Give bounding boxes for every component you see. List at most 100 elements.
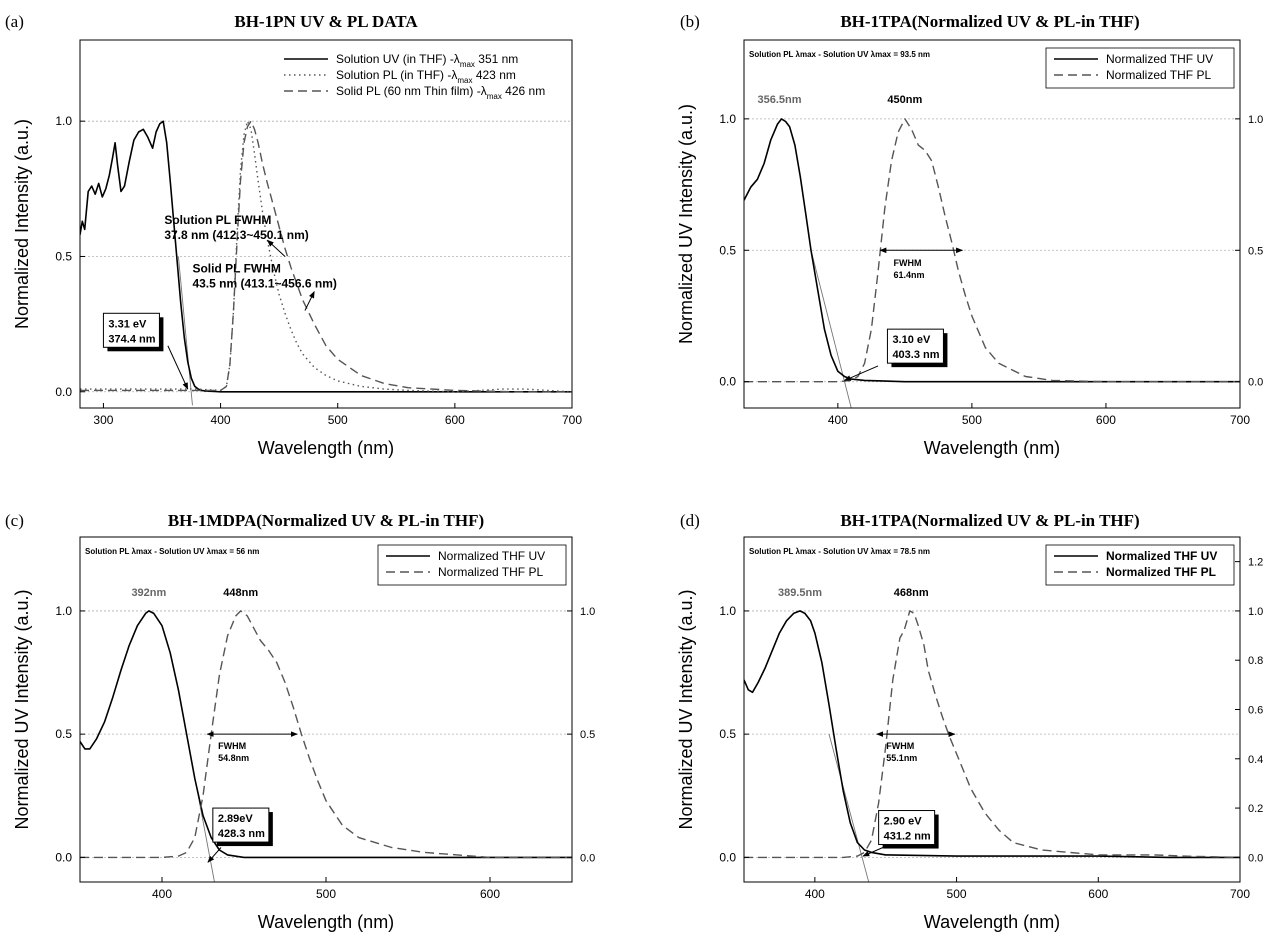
panel-letter: (d)	[680, 511, 700, 530]
fwhm-label: 61.4nm	[893, 270, 924, 280]
energy-box: 2.89eV 428.3 nm	[207, 807, 273, 863]
legend-entry-part: 351 nm	[475, 52, 518, 66]
x-tick-label: 400	[828, 413, 848, 427]
axes-frame	[743, 39, 1241, 409]
energy-box-text: 2.90 eV	[884, 816, 923, 828]
x-axis-label: Wavelength (nm)	[924, 438, 1060, 458]
peak-label: 448nm	[223, 587, 258, 599]
x-tick-label: 300	[93, 413, 113, 427]
peak-label: 450nm	[887, 94, 922, 106]
x-tick-label: 400	[152, 887, 172, 901]
annotation-arrow	[304, 291, 315, 311]
y-tick-label: 0.0	[719, 375, 736, 389]
legend-entry-part: Solid PL (60 nm Thin film) -λ	[336, 84, 487, 98]
fwhm-label: FWHM	[893, 258, 921, 268]
panel-a: (a) BH-1PN UV & PL DATA 300 400 500 600 700 0.0…	[5, 12, 582, 458]
x-tick-label: 700	[1230, 887, 1250, 901]
y-tick-label: 0.5	[719, 727, 736, 741]
chart-title: BH-1TPA(Normalized UV & PL-in THF)	[840, 12, 1139, 31]
uv-series-line	[80, 120, 572, 393]
energy-box-text: 431.2 nm	[884, 831, 931, 843]
energy-box-arrow	[207, 847, 222, 863]
x-tick-label: 600	[1088, 887, 1108, 901]
x-axis-label: Wavelength (nm)	[258, 438, 394, 458]
y-tick-label: 0.0	[719, 850, 736, 864]
y-tick-label: 1.0	[55, 114, 72, 128]
y-tick-label: 1.0	[55, 604, 72, 618]
legend-entry-part: Solution PL (in THF) -λ	[336, 68, 457, 82]
y-axis-label: Normalized UV Intensity (a.u.)	[676, 104, 696, 344]
x-tick-label: 600	[480, 887, 500, 901]
onset-tangent-line	[810, 250, 852, 408]
legend-entry-part: max	[487, 92, 502, 101]
legend-entry-part: Normalized THF PL	[1106, 565, 1216, 579]
fwhm-label: 43.5 nm (413.1~456.6 nm)	[192, 277, 336, 291]
right-y-tick-label: 0.0	[1248, 852, 1263, 864]
right-y-tick-label: 0.0	[1248, 377, 1263, 389]
right-y-tick-label: 1.2	[1248, 557, 1263, 569]
annotation: FWHM 55.1nm	[876, 731, 956, 763]
legend-entry: Normalized THF UV	[1106, 52, 1213, 66]
panel-d: (d) BH-1TPA(Normalized UV & PL-in THF) 400…	[676, 511, 1263, 932]
x-tick-label: 500	[962, 413, 982, 427]
energy-box-text: 374.4 nm	[108, 333, 155, 345]
fwhm-label: Solid PL FWHM	[192, 262, 280, 276]
legend-entry: Solution PL (in THF) -λmax 423 nm	[336, 68, 516, 85]
fwhm-label: FWHM	[886, 741, 914, 751]
panel-b: (b) BH-1TPA(Normalized UV & PL-in THF) 400…	[676, 12, 1263, 458]
right-y-tick-label: 1.0	[1248, 606, 1263, 618]
fwhm-label: Solution PL FWHM	[164, 213, 271, 227]
legend: Normalized THF UV Normalized THF PL	[1045, 47, 1235, 89]
right-y-tick-label: 0.4	[1248, 754, 1263, 766]
legend-entry: Normalized THF UV	[438, 549, 545, 563]
pl-series-line	[80, 120, 572, 393]
lambda-difference-note: Solution PL λmax - Solution UV λmax = 78…	[749, 547, 930, 556]
uv-series-line	[744, 118, 1240, 383]
panel-c: (c) BH-1MDPA(Normalized UV & PL-in THF) 40…	[5, 511, 595, 932]
energy-box-frame	[102, 312, 160, 348]
right-y-tick-label: 0.0	[580, 852, 595, 864]
right-y-tick-label: 1.0	[580, 606, 595, 618]
axes-frame	[79, 39, 573, 409]
legend: Normalized THF UV Normalized THF PL	[1045, 544, 1235, 586]
x-tick-label: 700	[1230, 413, 1250, 427]
legend-entry: Solid PL (60 nm Thin film) -λmax 426 nm	[336, 84, 545, 101]
annotation: FWHM 61.4nm	[879, 247, 964, 280]
fwhm-label: FWHM	[218, 741, 246, 751]
y-axis-label: Normalized Intensity (a.u.)	[12, 119, 32, 329]
right-y-tick-label: 0.8	[1248, 655, 1263, 667]
energy-box-arrow	[843, 365, 879, 381]
annotation-arrow	[266, 239, 286, 257]
plot-area	[80, 610, 572, 882]
peak-label: 389.5nm	[778, 587, 822, 599]
legend-box	[1045, 47, 1235, 89]
energy-box: 2.90 eV 431.2 nm	[862, 810, 939, 857]
fwhm-label: 54.8nm	[218, 753, 249, 763]
legend-box	[377, 544, 567, 586]
y-tick-label: 1.0	[719, 604, 736, 618]
x-tick-label: 600	[1096, 413, 1116, 427]
x-tick-label: 500	[947, 887, 967, 901]
lambda-difference-note: Solution PL λmax - Solution UV λmax = 56…	[85, 547, 259, 556]
energy-box: 3.31 eV 374.4 nm	[102, 312, 189, 390]
pl-series-line	[80, 610, 572, 859]
right-y-tick-label: 0.5	[1248, 245, 1263, 257]
legend-entry: Normalized THF PL	[1106, 68, 1211, 82]
uv-series-line	[744, 610, 1240, 859]
panel-letter: (a)	[5, 12, 24, 31]
energy-box-text: 2.89eV	[218, 813, 254, 825]
legend-entry: Normalized THF UV	[1106, 549, 1217, 563]
energy-box-frame	[886, 328, 944, 364]
right-y-tick-label: 0.6	[1248, 705, 1263, 717]
annotation: FWHM 54.8nm	[206, 731, 298, 763]
lambda-difference-note: Solution PL λmax - Solution UV λmax = 93…	[749, 50, 930, 59]
legend: Normalized THF UV Normalized THF PL	[377, 544, 567, 586]
y-tick-label: 0.5	[719, 243, 736, 257]
legend: Solution UV (in THF) -λmax 351 nmSolutio…	[284, 52, 545, 101]
energy-box-text: 428.3 nm	[218, 828, 265, 840]
legend-entry: Normalized THF PL	[1106, 565, 1216, 579]
energy-box-text: 3.10 eV	[892, 334, 931, 346]
onset-tangent-line	[828, 734, 870, 882]
